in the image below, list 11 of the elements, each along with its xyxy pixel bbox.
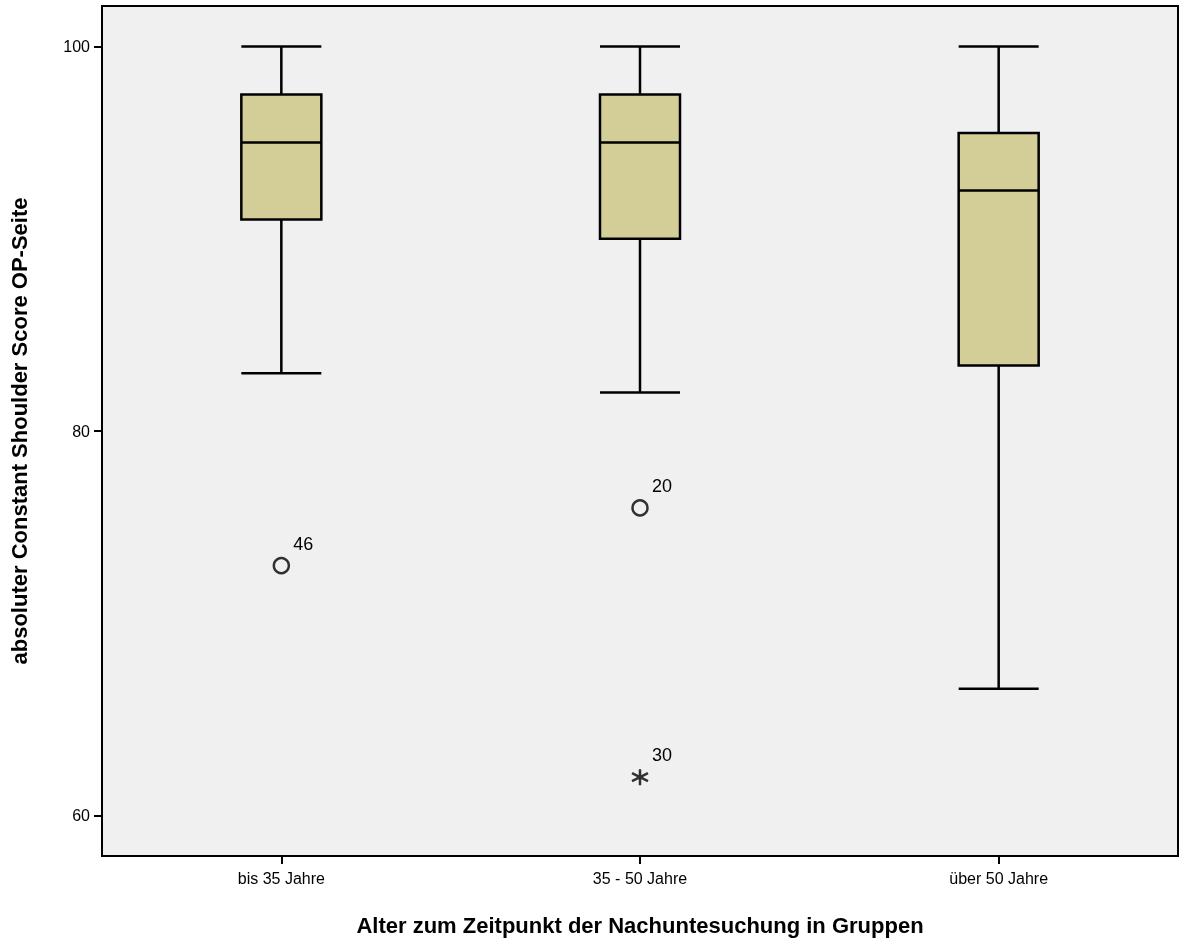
y-tick-label: 80 [72,422,91,440]
x-tick-label: bis 35 Jahre [237,869,326,887]
y-tick-label: 100 [63,37,91,55]
x-tick-label: über 50 Jahre [949,869,1049,887]
x-tick-label: 35 - 50 Jahre [592,869,688,887]
annotation: 30 [652,745,673,766]
annotation: 46 [293,533,314,554]
annotation: 20 [652,475,673,496]
x-axis-title: Alter zum Zeitpunkt der Nachuntesuchung in Gruppen [356,912,924,938]
y-tick-label: 60 [72,807,91,825]
y-axis-title: absoluter Constant Shoulder Score OP-Seite [6,197,32,665]
